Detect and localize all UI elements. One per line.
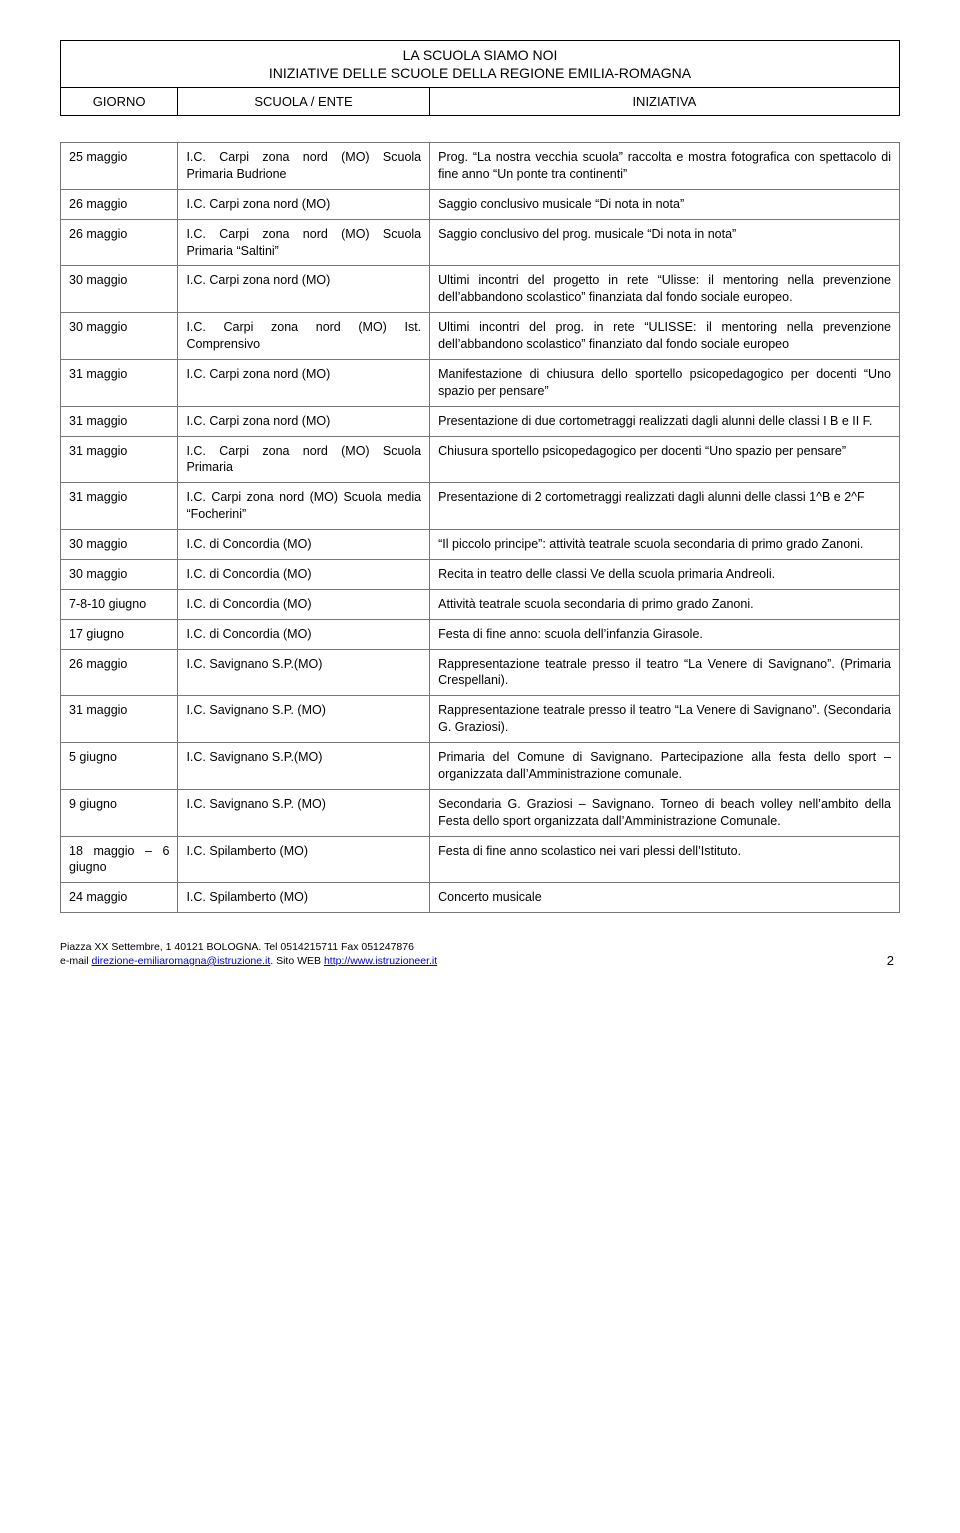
- cell-initiative: Attività teatrale scuola secondaria di p…: [430, 589, 900, 619]
- table-row: 26 maggioI.C. Carpi zona nord (MO) Scuol…: [61, 219, 900, 266]
- page-number: 2: [887, 953, 900, 968]
- cell-day: 30 maggio: [61, 530, 178, 560]
- cell-day: 26 maggio: [61, 649, 178, 696]
- header-title-line2: INIZIATIVE DELLE SCUOLE DELLA REGIONE EM…: [69, 65, 891, 81]
- cell-initiative: Primaria del Comune di Savignano. Partec…: [430, 743, 900, 790]
- cell-day: 31 maggio: [61, 483, 178, 530]
- footer-line1: Piazza XX Settembre, 1 40121 BOLOGNA. Te…: [60, 941, 437, 955]
- table-row: 31 maggioI.C. Carpi zona nord (MO) Scuol…: [61, 436, 900, 483]
- cell-day: 26 maggio: [61, 189, 178, 219]
- table-row: 18 maggio – 6 giugnoI.C. Spilamberto (MO…: [61, 836, 900, 883]
- initiatives-table: 25 maggioI.C. Carpi zona nord (MO) Scuol…: [60, 142, 900, 913]
- cell-day: 30 maggio: [61, 559, 178, 589]
- cell-school: I.C. Carpi zona nord (MO) Ist. Comprensi…: [178, 313, 430, 360]
- table-row: 31 maggioI.C. Carpi zona nord (MO) Scuol…: [61, 483, 900, 530]
- cell-initiative: Presentazione di due cortometraggi reali…: [430, 406, 900, 436]
- cell-initiative: Festa di fine anno scolastico nei vari p…: [430, 836, 900, 883]
- header-columns: GIORNO SCUOLA / ENTE INIZIATIVA: [61, 88, 899, 115]
- cell-day: 31 maggio: [61, 406, 178, 436]
- table-row: 5 giugnoI.C. Savignano S.P.(MO)Primaria …: [61, 743, 900, 790]
- cell-school: I.C. Carpi zona nord (MO): [178, 359, 430, 406]
- cell-initiative: Festa di fine anno: scuola dell’infanzia…: [430, 619, 900, 649]
- cell-day: 30 maggio: [61, 313, 178, 360]
- cell-day: 9 giugno: [61, 789, 178, 836]
- cell-day: 31 maggio: [61, 359, 178, 406]
- table-row: 30 maggioI.C. Carpi zona nord (MO) Ist. …: [61, 313, 900, 360]
- cell-initiative: “Il piccolo principe”: attività teatrale…: [430, 530, 900, 560]
- cell-initiative: Prog. “La nostra vecchia scuola” raccolt…: [430, 143, 900, 190]
- table-row: 31 maggioI.C. Carpi zona nord (MO)Manife…: [61, 359, 900, 406]
- cell-day: 18 maggio – 6 giugno: [61, 836, 178, 883]
- cell-day: 26 maggio: [61, 219, 178, 266]
- cell-initiative: Ultimi incontri del prog. in rete “ULISS…: [430, 313, 900, 360]
- cell-initiative: Saggio conclusivo musicale “Di nota in n…: [430, 189, 900, 219]
- cell-day: 30 maggio: [61, 266, 178, 313]
- cell-school: I.C. Carpi zona nord (MO) Scuola media “…: [178, 483, 430, 530]
- cell-initiative: Ultimi incontri del progetto in rete “Ul…: [430, 266, 900, 313]
- table-row: 26 maggioI.C. Savignano S.P.(MO)Rapprese…: [61, 649, 900, 696]
- cell-school: I.C. Carpi zona nord (MO): [178, 406, 430, 436]
- cell-school: I.C. di Concordia (MO): [178, 589, 430, 619]
- cell-school: I.C. Savignano S.P.(MO): [178, 649, 430, 696]
- cell-school: I.C. di Concordia (MO): [178, 559, 430, 589]
- table-row: 31 maggioI.C. Carpi zona nord (MO)Presen…: [61, 406, 900, 436]
- cell-day: 5 giugno: [61, 743, 178, 790]
- cell-school: I.C. Carpi zona nord (MO) Scuola Primari…: [178, 219, 430, 266]
- table-row: 26 maggioI.C. Carpi zona nord (MO)Saggio…: [61, 189, 900, 219]
- cell-initiative: Recita in teatro delle classi Ve della s…: [430, 559, 900, 589]
- cell-school: I.C. Carpi zona nord (MO): [178, 189, 430, 219]
- cell-school: I.C. Savignano S.P. (MO): [178, 696, 430, 743]
- cell-day: 24 maggio: [61, 883, 178, 913]
- footer-email-link[interactable]: direzione-emiliaromagna@istruzione.it: [92, 955, 271, 967]
- cell-initiative: Rappresentazione teatrale presso il teat…: [430, 649, 900, 696]
- page-footer: Piazza XX Settembre, 1 40121 BOLOGNA. Te…: [60, 941, 900, 968]
- cell-school: I.C. Savignano S.P. (MO): [178, 789, 430, 836]
- cell-initiative: Rappresentazione teatrale presso il teat…: [430, 696, 900, 743]
- table-row: 24 maggioI.C. Spilamberto (MO)Concerto m…: [61, 883, 900, 913]
- cell-school: I.C. Carpi zona nord (MO): [178, 266, 430, 313]
- header-title-line1: LA SCUOLA SIAMO NOI: [69, 47, 891, 63]
- cell-day: 31 maggio: [61, 696, 178, 743]
- table-row: 7-8-10 giugnoI.C. di Concordia (MO)Attiv…: [61, 589, 900, 619]
- header-title: LA SCUOLA SIAMO NOI INIZIATIVE DELLE SCU…: [61, 41, 899, 88]
- table-row: 9 giugnoI.C. Savignano S.P. (MO)Secondar…: [61, 789, 900, 836]
- cell-school: I.C. di Concordia (MO): [178, 530, 430, 560]
- cell-school: I.C. Savignano S.P.(MO): [178, 743, 430, 790]
- cell-initiative: Saggio conclusivo del prog. musicale “Di…: [430, 219, 900, 266]
- cell-school: I.C. Spilamberto (MO): [178, 883, 430, 913]
- table-row: 25 maggioI.C. Carpi zona nord (MO) Scuol…: [61, 143, 900, 190]
- footer-line2: e-mail direzione-emiliaromagna@istruzion…: [60, 955, 437, 969]
- cell-school: I.C. Spilamberto (MO): [178, 836, 430, 883]
- table-row: 30 maggioI.C. di Concordia (MO)“Il picco…: [61, 530, 900, 560]
- table-row: 30 maggioI.C. di Concordia (MO)Recita in…: [61, 559, 900, 589]
- cell-day: 7-8-10 giugno: [61, 589, 178, 619]
- cell-day: 25 maggio: [61, 143, 178, 190]
- col-header-day: GIORNO: [61, 88, 178, 115]
- cell-day: 17 giugno: [61, 619, 178, 649]
- cell-initiative: Manifestazione di chiusura dello sportel…: [430, 359, 900, 406]
- footer-address: Piazza XX Settembre, 1 40121 BOLOGNA. Te…: [60, 941, 437, 968]
- col-header-school: SCUOLA / ENTE: [178, 88, 429, 115]
- cell-initiative: Concerto musicale: [430, 883, 900, 913]
- col-header-initiative: INIZIATIVA: [430, 88, 899, 115]
- cell-initiative: Chiusura sportello psicopedagogico per d…: [430, 436, 900, 483]
- header-box: LA SCUOLA SIAMO NOI INIZIATIVE DELLE SCU…: [60, 40, 900, 116]
- footer-url-link[interactable]: http://www.istruzioneer.it: [324, 955, 437, 967]
- cell-school: I.C. di Concordia (MO): [178, 619, 430, 649]
- cell-school: I.C. Carpi zona nord (MO) Scuola Primari…: [178, 143, 430, 190]
- cell-initiative: Presentazione di 2 cortometraggi realizz…: [430, 483, 900, 530]
- cell-school: I.C. Carpi zona nord (MO) Scuola Primari…: [178, 436, 430, 483]
- table-row: 31 maggioI.C. Savignano S.P. (MO)Rappres…: [61, 696, 900, 743]
- table-row: 17 giugnoI.C. di Concordia (MO)Festa di …: [61, 619, 900, 649]
- cell-initiative: Secondaria G. Graziosi – Savignano. Torn…: [430, 789, 900, 836]
- cell-day: 31 maggio: [61, 436, 178, 483]
- table-row: 30 maggioI.C. Carpi zona nord (MO)Ultimi…: [61, 266, 900, 313]
